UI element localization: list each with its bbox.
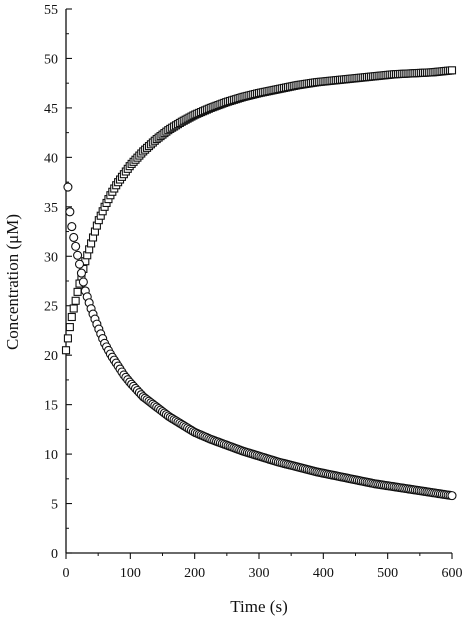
data-marks (61, 66, 457, 501)
x-tick-label: 600 (442, 566, 463, 581)
series-square (61, 66, 457, 355)
circle-marker (76, 268, 86, 278)
circle-marker (67, 222, 77, 232)
square-marker (61, 346, 71, 355)
square-marker (71, 296, 80, 305)
circle-marker (69, 232, 79, 243)
square-marker (69, 304, 78, 313)
square-marker (67, 312, 76, 322)
circle-marker (63, 182, 73, 192)
y-tick-label: 55 (44, 3, 58, 18)
y-tick-label: 20 (44, 349, 58, 364)
x-tick-label: 500 (377, 566, 398, 581)
x-tick-label: 200 (184, 566, 205, 581)
x-tick-label: 400 (313, 566, 334, 581)
ticks: 0 5 10 15 20 25 30 35 40 45 50 55 0 100 200 300 400 500 60… (44, 3, 463, 581)
y-tick-label: 5 (51, 498, 58, 513)
x-tick-label: 100 (120, 566, 141, 581)
y-tick-label: 30 (44, 250, 58, 265)
circle-marker (78, 277, 88, 287)
circle-marker (65, 207, 75, 217)
y-tick-label: 35 (44, 201, 58, 216)
y-tick-label: 40 (44, 151, 58, 166)
square-marker (65, 323, 74, 332)
square-marker (447, 66, 457, 75)
square-marker (63, 334, 72, 343)
y-tick-label: 25 (44, 300, 58, 315)
y-tick-label: 10 (44, 448, 58, 463)
circle-marker (447, 491, 457, 501)
square-marker (73, 287, 82, 296)
series-circle (63, 182, 457, 501)
x-tick-label: 0 (63, 566, 70, 581)
circle-marker (73, 250, 83, 260)
circle-marker (71, 241, 81, 251)
y-tick-label: 0 (51, 547, 58, 562)
x-tick-label: 300 (249, 566, 270, 581)
x-axis-label: Time (s) (230, 597, 287, 616)
y-tick-label: 45 (44, 102, 58, 117)
y-tick-label: 50 (44, 52, 58, 67)
y-axis-label: Concentration (μM) (3, 214, 22, 350)
circle-marker (74, 259, 85, 269)
y-tick-label: 15 (44, 399, 58, 414)
